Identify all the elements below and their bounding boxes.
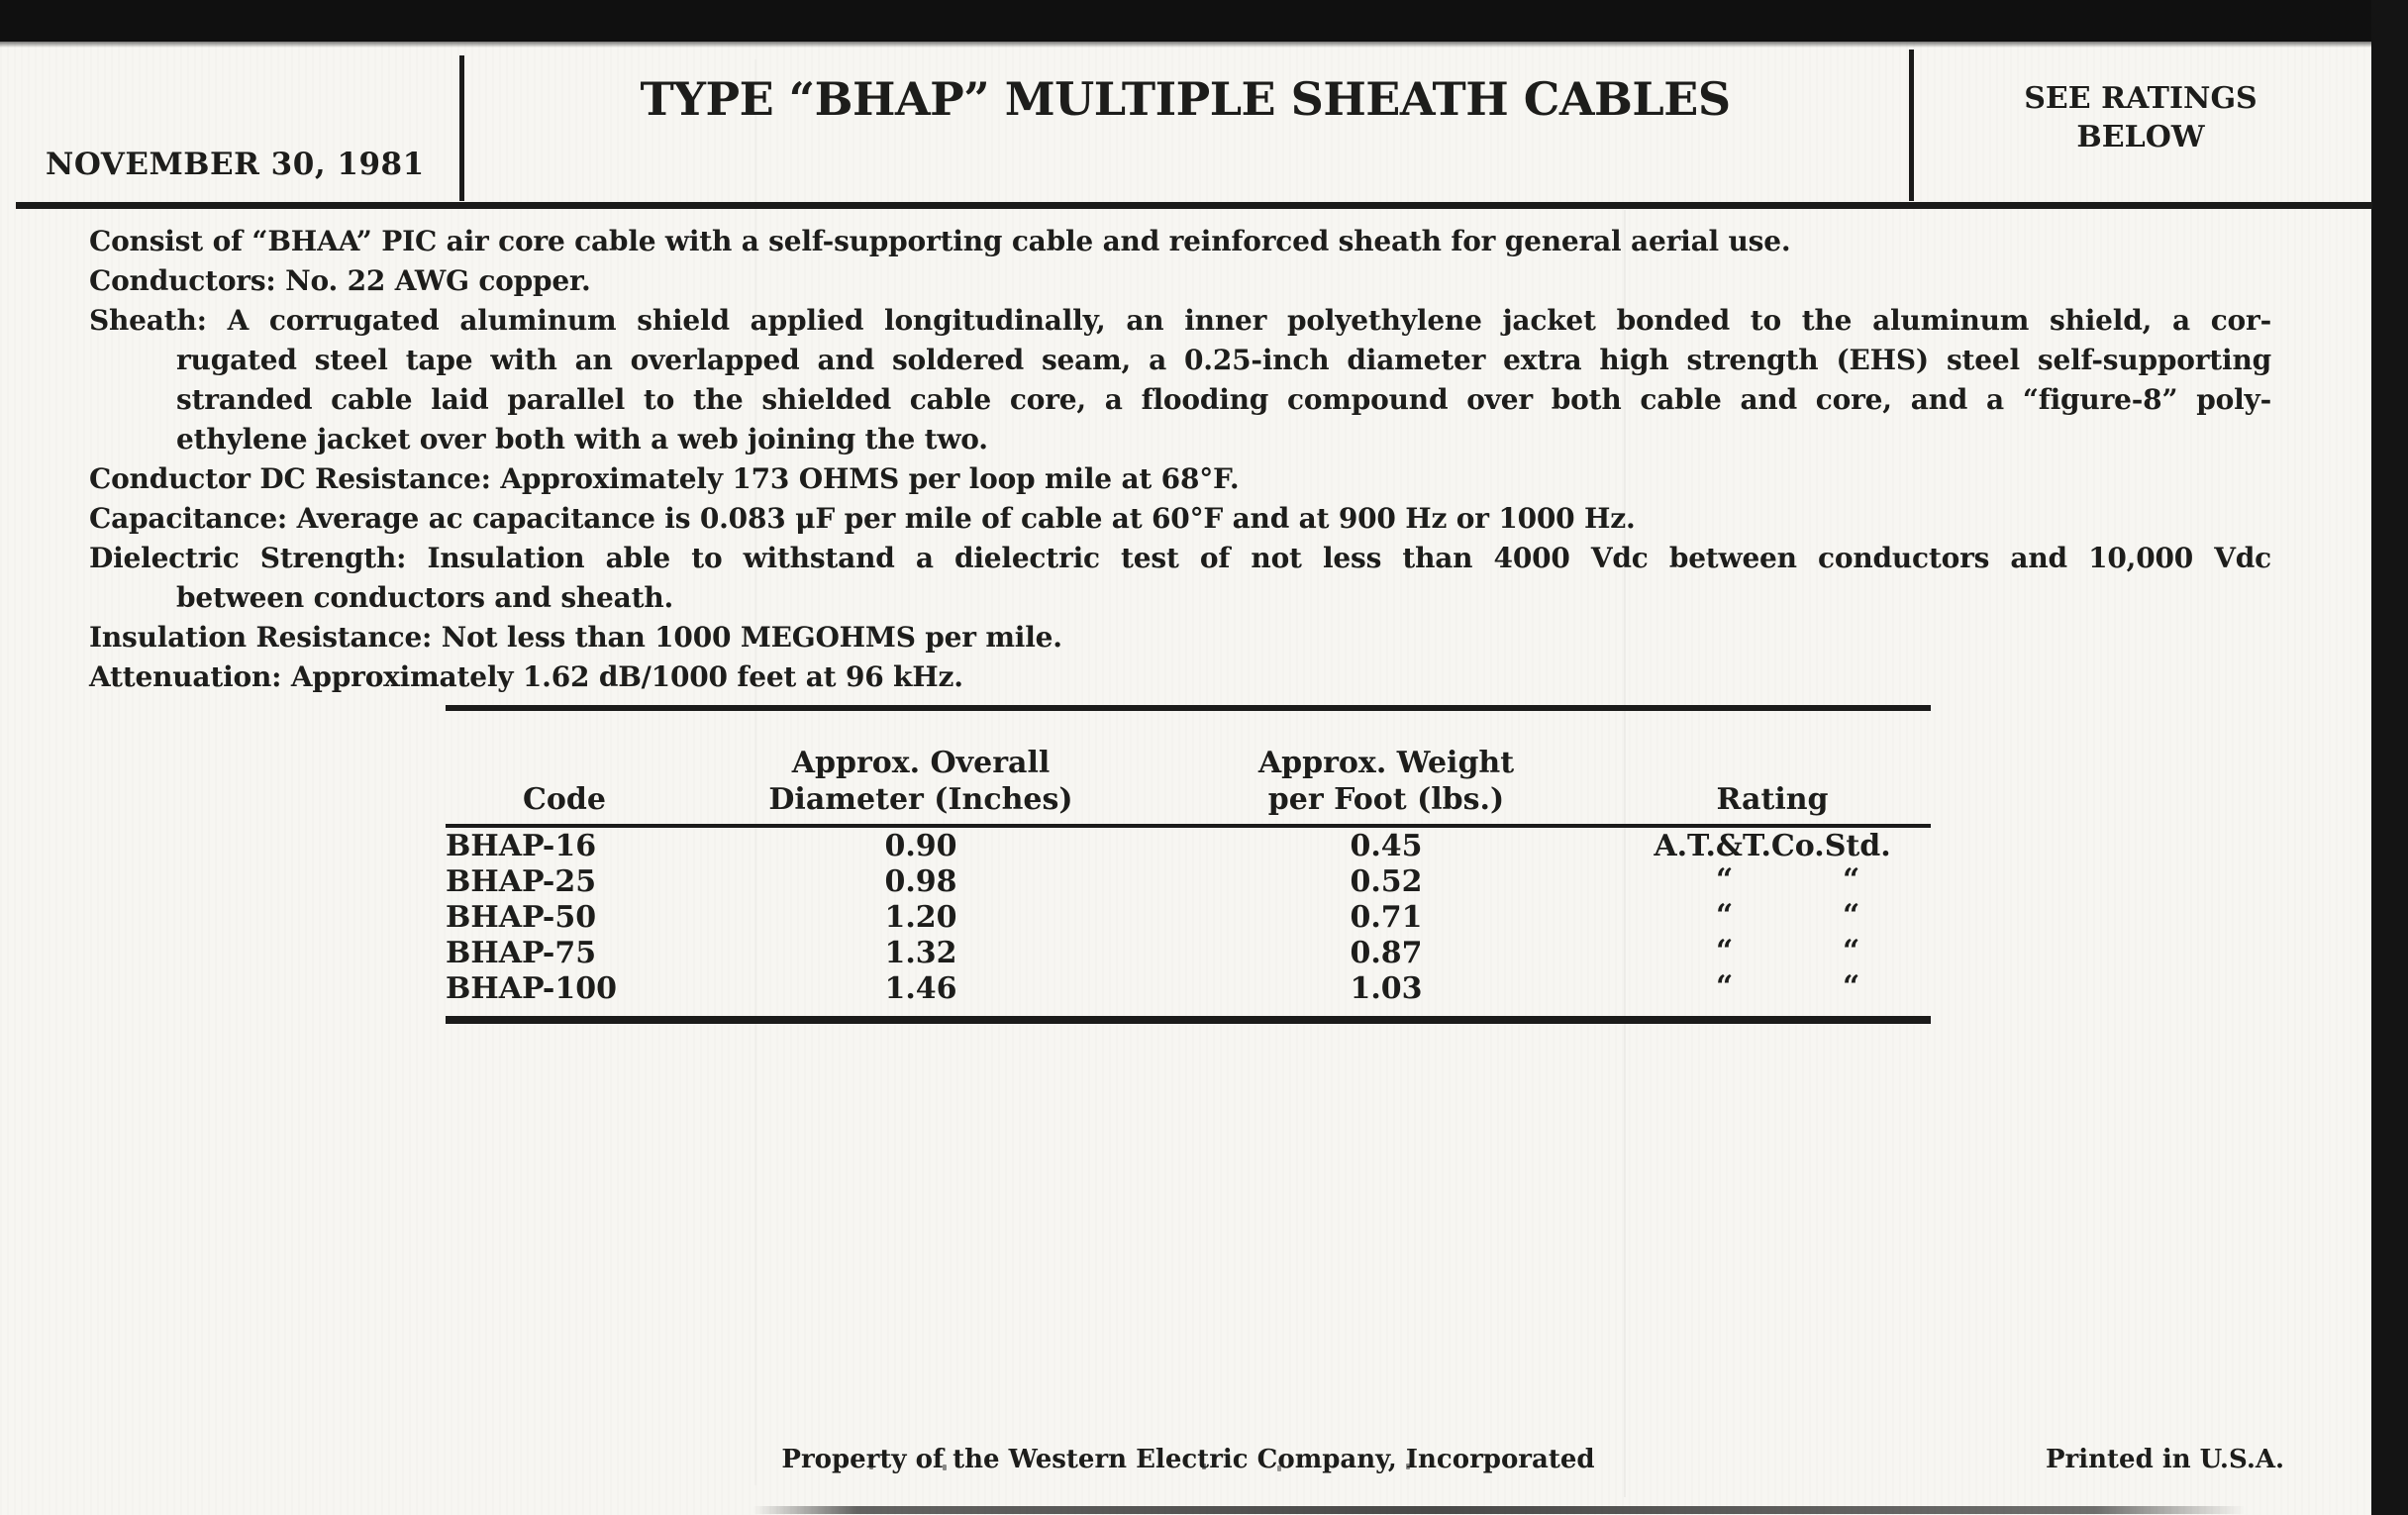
cell-rating: A.T.&T.Co.Std. bbox=[1654, 829, 1891, 863]
cell-diameter: 1.20 bbox=[884, 900, 957, 935]
scan-streak-line bbox=[1624, 210, 1626, 1497]
table-rule-mid bbox=[446, 824, 1931, 828]
cell-rating: ““ bbox=[1614, 969, 1931, 1006]
cell-code: BHAP-50 bbox=[446, 900, 597, 935]
cell-code: BHAP-75 bbox=[446, 936, 597, 970]
cell-code: BHAP-100 bbox=[446, 971, 617, 1006]
table-rule-bottom bbox=[446, 1016, 1931, 1024]
spec-line: Capacitance: Average ac capacitance is 0… bbox=[89, 502, 1636, 535]
column-header: Rating bbox=[1614, 781, 1931, 818]
table-row: BHAP-100 1.46 1.03 ““ bbox=[446, 969, 1931, 1006]
spec-line: Conductor DC Resistance: Approximately 1… bbox=[89, 462, 1240, 495]
ditto-mark: “ bbox=[1716, 898, 1734, 933]
header-rule bbox=[16, 202, 2372, 209]
column-header: Code bbox=[446, 781, 683, 818]
scan-edge-right bbox=[2371, 0, 2408, 1515]
ditto-mark: “ bbox=[1716, 969, 1734, 1004]
header-date: NOVEMBER 30, 1981 bbox=[46, 147, 425, 182]
table-body-padding bbox=[446, 1006, 1931, 1016]
cell-weight: 0.71 bbox=[1350, 900, 1423, 935]
spec-line: Insulation Resistance: Not less than 100… bbox=[89, 621, 1062, 654]
ditto-mark: “ bbox=[1843, 934, 1860, 968]
column-header-line: Diameter (Inches) bbox=[768, 782, 1073, 817]
spec-line: Consist of “BHAA” PIC air core cable wit… bbox=[89, 225, 1791, 257]
cell-rating: ““ bbox=[1614, 898, 1931, 935]
ditto-mark: “ bbox=[1716, 862, 1734, 897]
cell-weight: 1.03 bbox=[1350, 971, 1423, 1006]
spec-line: Dielectric Strength: Insulation able to … bbox=[89, 542, 2271, 574]
table-body: BHAP-16 0.90 0.45 A.T.&T.Co.Std. BHAP-25 0.98… bbox=[446, 830, 1931, 1006]
footer-property-note: Property of the Western Electric Company… bbox=[781, 1445, 1595, 1474]
ratings-note-line1: SEE RATINGS bbox=[2024, 81, 2258, 116]
cell-rating: ““ bbox=[1614, 934, 1931, 970]
ratings-note-line2: BELOW bbox=[2076, 120, 2205, 154]
column-header-line: Approx. Overall bbox=[791, 746, 1051, 780]
table-header-row: Code Approx. Overall Diameter (Inches) Appr… bbox=[446, 711, 1931, 824]
ditto-mark: “ bbox=[1843, 862, 1860, 897]
cell-code: BHAP-25 bbox=[446, 864, 597, 899]
ratings-table: Code Approx. Overall Diameter (Inches) Appr… bbox=[446, 705, 1931, 1024]
header-divider-left bbox=[459, 55, 464, 201]
table-row: BHAP-16 0.90 0.45 A.T.&T.Co.Std. bbox=[446, 830, 1931, 863]
spec-line: Attenuation: Approximately 1.62 dB/1000 … bbox=[89, 660, 963, 693]
cell-code: BHAP-16 bbox=[446, 829, 597, 863]
column-header: Approx. Overall Diameter (Inches) bbox=[683, 745, 1158, 818]
cell-weight: 0.52 bbox=[1350, 864, 1423, 899]
ditto-mark: “ bbox=[1843, 969, 1860, 1004]
ditto-mark: “ bbox=[1843, 898, 1860, 933]
spec-line: Sheath: A corrugated aluminum shield app… bbox=[89, 304, 2271, 337]
spec-line: rugated steel tape with an overlapped an… bbox=[176, 344, 2271, 376]
spec-line: Conductors: No. 22 AWG copper. bbox=[89, 264, 591, 297]
column-header-line: Rating bbox=[1716, 782, 1829, 817]
column-header-line: Code bbox=[523, 782, 606, 817]
column-header-line: Approx. Weight bbox=[1257, 746, 1515, 780]
table-row: BHAP-50 1.20 0.71 ““ bbox=[446, 898, 1931, 935]
table-row: BHAP-25 0.98 0.52 ““ bbox=[446, 862, 1931, 899]
footer-printed-note: Printed in U.S.A. bbox=[2046, 1445, 2285, 1474]
cell-diameter: 1.46 bbox=[884, 971, 957, 1006]
column-header: Approx. Weight per Foot (lbs.) bbox=[1158, 745, 1614, 818]
scan-specks bbox=[869, 1464, 873, 1469]
header-divider-right bbox=[1909, 50, 1914, 201]
table-row: BHAP-75 1.32 0.87 ““ bbox=[446, 934, 1931, 970]
ditto-mark: “ bbox=[1716, 934, 1734, 968]
page-title: TYPE “BHAP” MULTIPLE SHEATH CABLES bbox=[640, 72, 1731, 126]
ratings-note: SEE RATINGS BELOW bbox=[1911, 79, 2370, 156]
cell-weight: 0.87 bbox=[1350, 936, 1423, 970]
cell-weight: 0.45 bbox=[1350, 829, 1423, 863]
column-header-line: per Foot (lbs.) bbox=[1267, 782, 1505, 817]
cell-rating: ““ bbox=[1614, 862, 1931, 899]
spec-list: Consist of “BHAA” PIC air core cable wit… bbox=[89, 222, 2271, 697]
spec-line: stranded cable laid parallel to the shie… bbox=[176, 383, 2271, 416]
cell-diameter: 1.32 bbox=[884, 936, 957, 970]
scan-edge-bottom bbox=[752, 1506, 2246, 1514]
spec-line: ethylene jacket over both with a web joi… bbox=[176, 423, 988, 455]
scan-edge-top bbox=[0, 0, 2408, 48]
cell-diameter: 0.98 bbox=[884, 864, 957, 899]
spec-line: between conductors and sheath. bbox=[176, 581, 674, 614]
table-rule-top bbox=[446, 705, 1931, 711]
cell-diameter: 0.90 bbox=[884, 829, 957, 863]
